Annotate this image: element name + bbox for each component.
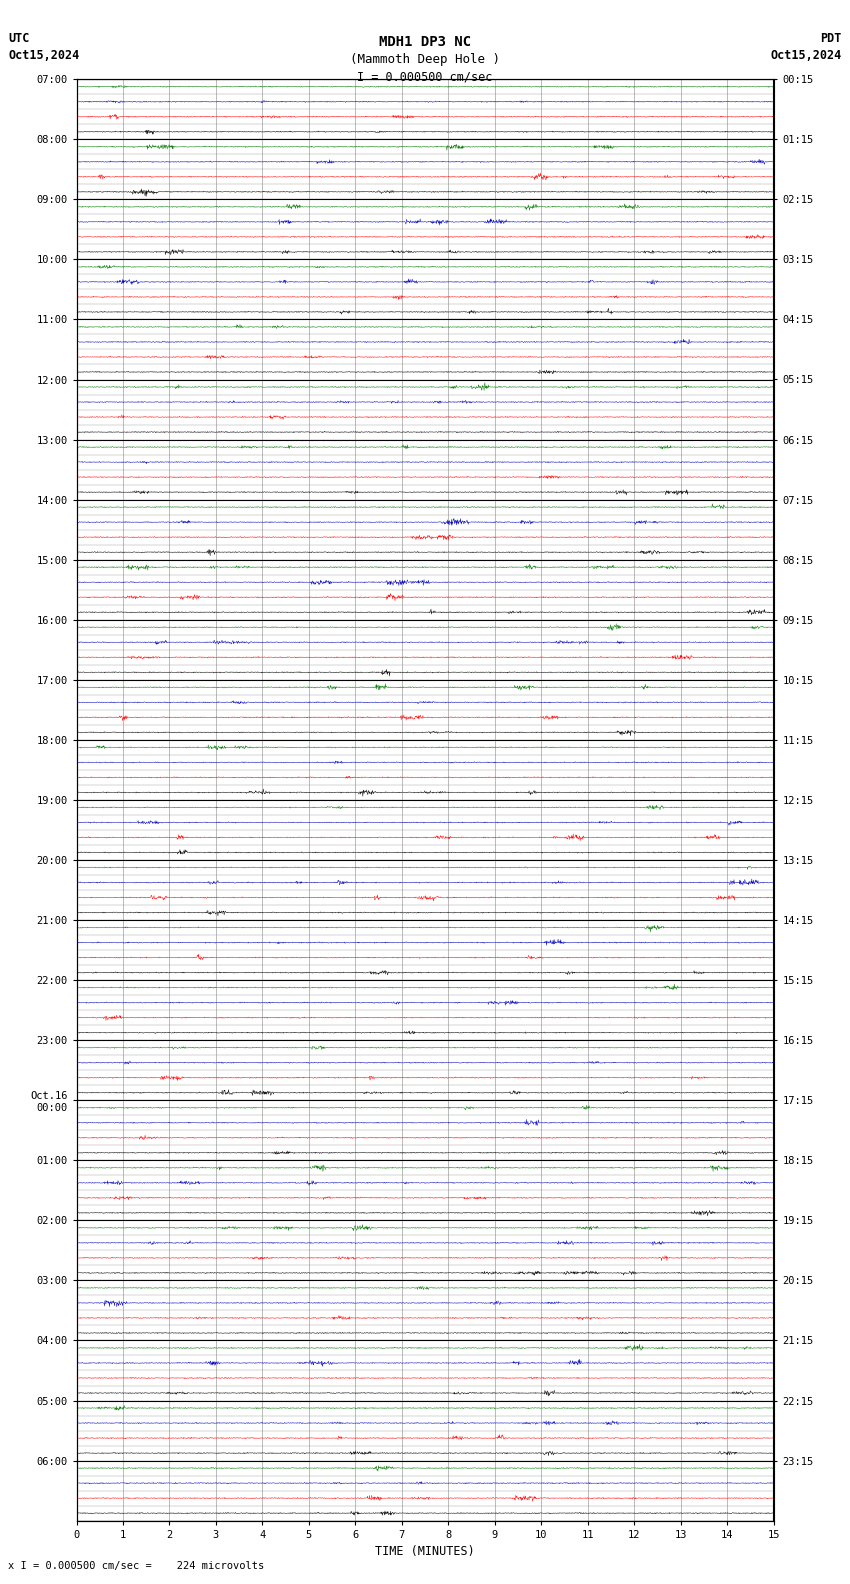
Text: UTC: UTC	[8, 32, 30, 44]
Text: Oct15,2024: Oct15,2024	[770, 49, 842, 62]
Text: I = 0.000500 cm/sec: I = 0.000500 cm/sec	[357, 70, 493, 84]
Text: (Mammoth Deep Hole ): (Mammoth Deep Hole )	[350, 52, 500, 67]
Text: Oct15,2024: Oct15,2024	[8, 49, 80, 62]
Text: x I = 0.000500 cm/sec =    224 microvolts: x I = 0.000500 cm/sec = 224 microvolts	[8, 1562, 264, 1571]
X-axis label: TIME (MINUTES): TIME (MINUTES)	[375, 1546, 475, 1559]
Text: PDT: PDT	[820, 32, 842, 44]
Text: MDH1 DP3 NC: MDH1 DP3 NC	[379, 35, 471, 49]
